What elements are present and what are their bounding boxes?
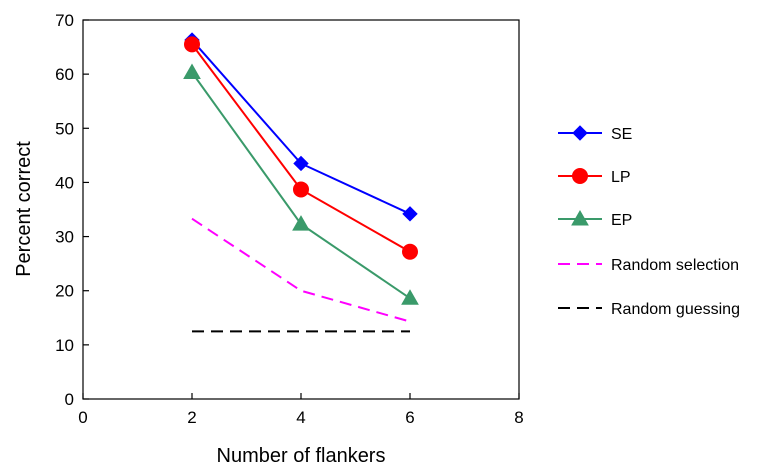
series-se	[184, 32, 418, 222]
plot-frame	[82, 19, 520, 400]
data-point-ep	[401, 289, 419, 305]
legend-label: SE	[611, 126, 632, 143]
x-tick-label: 2	[187, 408, 196, 427]
x-axis-title: Number of flankers	[217, 445, 386, 466]
y-tick-label: 70	[55, 11, 74, 30]
y-tick-label: 50	[55, 119, 74, 138]
legend-item-random-selection: Random selection	[558, 257, 739, 274]
legend-item-lp: LP	[558, 168, 631, 186]
data-point-ep	[292, 215, 310, 231]
legend-item-random-guessing: Random guessing	[558, 301, 740, 318]
x-tick-label: 8	[514, 408, 523, 427]
data-point-lp	[184, 36, 200, 53]
legend: SE LP EP Random selection Random guessing	[558, 125, 740, 318]
y-tick-label: 20	[55, 282, 74, 301]
legend-label: Random guessing	[611, 301, 740, 318]
legend-marker	[572, 125, 588, 141]
legend-label: EP	[611, 212, 632, 229]
y-tick-label: 10	[55, 336, 74, 355]
y-tick-label: 60	[55, 65, 74, 84]
legend-marker	[572, 168, 588, 184]
legend-label: Random selection	[611, 257, 739, 274]
series-lp	[184, 36, 418, 260]
legend-item-ep: EP	[558, 209, 632, 229]
x-tick-label: 0	[78, 408, 87, 427]
series-ep	[183, 63, 419, 305]
data-point-lp	[293, 181, 309, 198]
legend-marker	[571, 209, 589, 226]
series-line-random-selection	[191, 217, 411, 323]
y-tick-label: 40	[55, 173, 74, 192]
y-tick-label: 30	[55, 228, 74, 247]
data-point-ep	[183, 63, 201, 80]
x-tick-label: 6	[405, 408, 414, 427]
legend-item-se: SE	[558, 125, 632, 143]
x-tick-label: 4	[296, 408, 305, 427]
data-point-lp	[402, 243, 418, 260]
y-axis-title: Percent correct	[13, 141, 35, 277]
data-point-se	[293, 155, 309, 172]
series-layer	[183, 32, 419, 333]
y-tick-label: 0	[65, 390, 74, 409]
series-random-selection	[191, 217, 411, 323]
axis-ticks: 0 2 4 6 8 0 10 20 30 40 50 60 70	[55, 11, 524, 427]
data-point-se	[402, 206, 418, 222]
legend-label: LP	[611, 169, 631, 186]
